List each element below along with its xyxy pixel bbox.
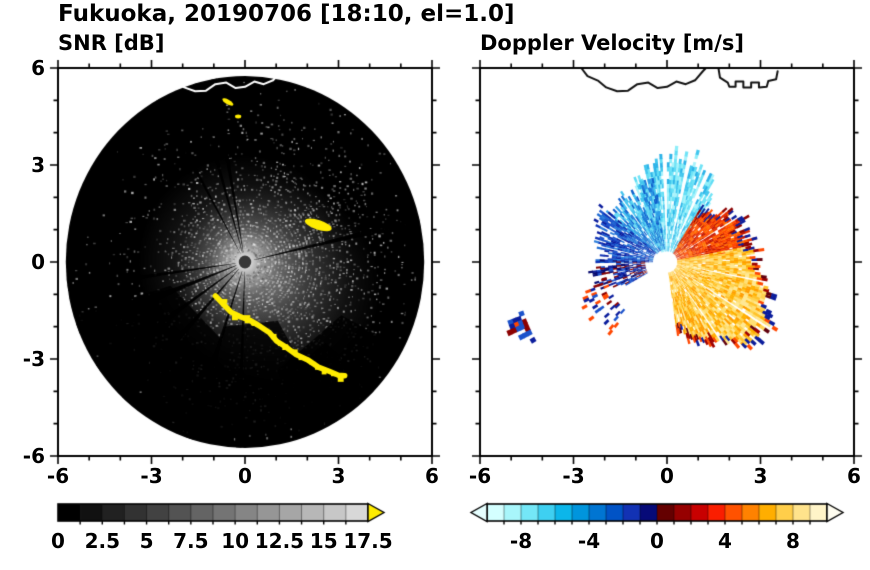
colorbar-tick-label: 5 xyxy=(139,529,154,553)
x-tick-label: 3 xyxy=(753,464,768,488)
x-tick-label: 6 xyxy=(847,464,861,488)
figure-title: Fukuoka, 20190706 [18:10, el=1.0] xyxy=(58,1,515,27)
doppler-panel-title: Doppler Velocity [m/s] xyxy=(480,31,744,55)
y-tick-label: -6 xyxy=(22,444,45,468)
x-tick-label: -3 xyxy=(562,464,585,488)
colorbar-tick-label: 2.5 xyxy=(84,529,120,553)
x-tick-label: 0 xyxy=(660,464,674,488)
x-tick-label: -6 xyxy=(46,464,70,488)
colorbar-tick-label: 0 xyxy=(51,529,65,553)
y-tick-label: 0 xyxy=(31,250,45,274)
colorbar-tick-label: 0 xyxy=(650,529,664,553)
y-tick-label: 6 xyxy=(31,56,45,80)
colorbar-tick-label: 7.5 xyxy=(173,529,209,553)
colorbar-tick-label: 4 xyxy=(718,529,732,553)
x-tick-label: -6 xyxy=(468,464,492,488)
y-tick-label: 3 xyxy=(31,153,45,177)
colorbar-tick-label: 15 xyxy=(309,529,338,553)
x-tick-label: 6 xyxy=(425,464,439,488)
colorbar-tick-label: 8 xyxy=(786,529,800,553)
colorbar-tick-label: -8 xyxy=(509,529,533,553)
colorbar-tick-label: 17.5 xyxy=(343,529,393,553)
colorbar-tick-label: 12.5 xyxy=(254,529,305,553)
snr-panel-title: SNR [dB] xyxy=(58,31,165,55)
y-tick-label: -3 xyxy=(22,347,45,371)
x-tick-label: 3 xyxy=(331,464,346,488)
x-tick-label: 0 xyxy=(238,464,252,488)
colorbar-tick-label: 10 xyxy=(221,529,250,553)
colorbar-tick-label: -4 xyxy=(577,529,601,553)
x-tick-label: -3 xyxy=(140,464,163,488)
